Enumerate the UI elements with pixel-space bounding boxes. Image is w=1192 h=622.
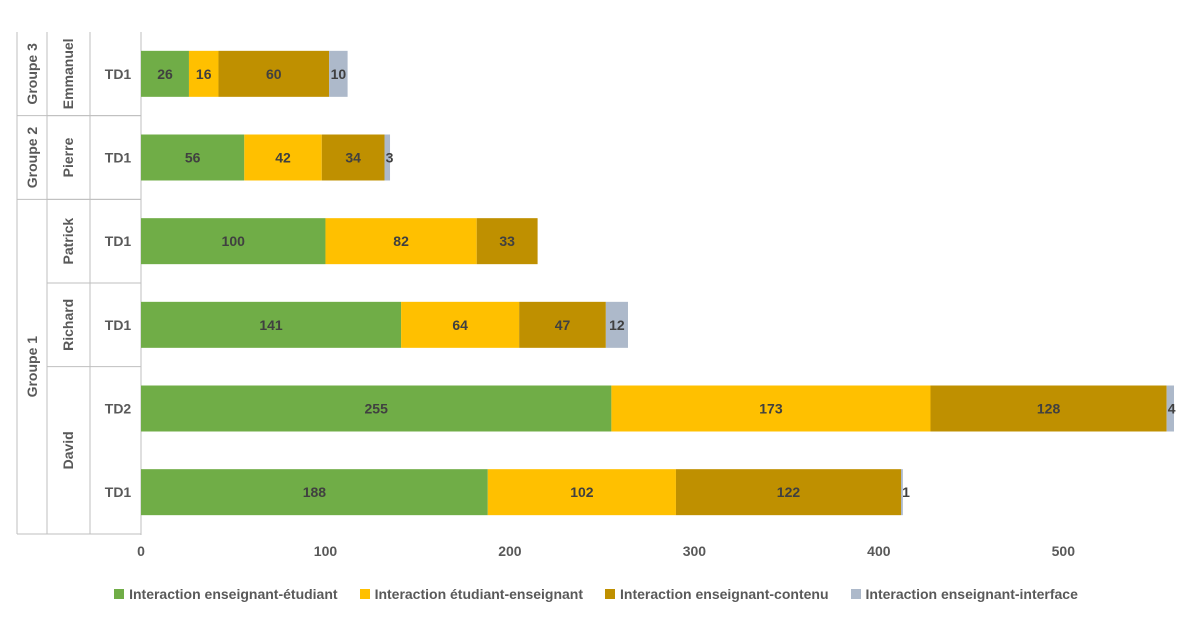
x-tick-label: 400 <box>867 543 891 559</box>
bar-segment <box>930 385 1167 432</box>
teacher-label: David <box>60 431 76 469</box>
data-label: 42 <box>275 150 291 166</box>
data-label: 3 <box>386 150 394 166</box>
teacher-label: Patrick <box>60 218 76 265</box>
session-label: TD1 <box>105 484 132 500</box>
bar-segment <box>244 134 322 181</box>
group-label: Groupe 3 <box>24 43 40 105</box>
bar-segment <box>141 301 402 348</box>
session-label: TD1 <box>105 317 132 333</box>
data-label: 60 <box>266 66 282 82</box>
legend-label: Interaction enseignant-interface <box>865 586 1078 602</box>
group-label: Groupe 2 <box>24 127 40 189</box>
session-label: TD1 <box>105 150 132 166</box>
session-label: TD1 <box>105 233 132 249</box>
bar-segment <box>900 469 903 516</box>
data-label: 12 <box>609 317 625 333</box>
teacher-label: Emmanuel <box>60 38 76 109</box>
bar-segment <box>487 469 676 516</box>
x-tick-label: 100 <box>314 543 338 559</box>
data-label: 173 <box>759 401 783 417</box>
legend-item: Interaction enseignant-étudiant <box>114 586 338 602</box>
data-label: 26 <box>157 66 173 82</box>
data-label: 141 <box>259 317 283 333</box>
session-label: TD2 <box>105 401 132 417</box>
bar-segment <box>401 301 520 348</box>
bar-segment <box>141 50 189 97</box>
data-label: 188 <box>303 484 327 500</box>
teacher-label: Richard <box>60 299 76 351</box>
data-label: 1 <box>902 484 910 500</box>
teacher-label: Pierre <box>60 137 76 177</box>
bar-segment <box>675 469 901 516</box>
data-label: 33 <box>499 233 515 249</box>
legend-item: Interaction enseignant-interface <box>850 586 1078 602</box>
legend-label: Interaction enseignant-contenu <box>620 586 829 602</box>
bar-segment <box>329 50 348 97</box>
bar-segment <box>1166 385 1174 432</box>
bar-segment <box>141 469 488 516</box>
bar-segment <box>218 50 330 97</box>
data-label: 47 <box>555 317 571 333</box>
bar-segment <box>141 134 245 181</box>
data-label: 34 <box>345 150 361 166</box>
x-tick-label: 500 <box>1052 543 1076 559</box>
data-label: 4 <box>1168 401 1176 417</box>
data-label: 102 <box>570 484 594 500</box>
bar-segment <box>476 218 538 265</box>
x-tick-label: 200 <box>498 543 522 559</box>
bar-segment <box>188 50 219 97</box>
legend-item: Interaction étudiant-enseignant <box>359 586 584 602</box>
legend-label: Interaction étudiant-enseignant <box>374 586 584 602</box>
legend-label: Interaction enseignant-étudiant <box>129 586 338 602</box>
bar-segment <box>141 218 326 265</box>
data-label: 16 <box>196 66 212 82</box>
bar-segment <box>321 134 385 181</box>
data-label: 122 <box>777 484 801 500</box>
bar-segment <box>141 385 612 432</box>
session-label: TD1 <box>105 66 132 82</box>
legend-swatch <box>359 589 370 599</box>
bar-segment <box>605 301 628 348</box>
x-tick-label: 0 <box>137 543 145 559</box>
group-label: Groupe 1 <box>24 336 40 398</box>
data-label: 56 <box>185 150 201 166</box>
legend-swatch <box>850 589 861 599</box>
bar-segment <box>611 385 931 432</box>
data-label: 10 <box>331 66 347 82</box>
bar-segment <box>519 301 606 348</box>
x-tick-label: 300 <box>683 543 707 559</box>
legend-swatch <box>114 589 125 599</box>
chart-legend: Interaction enseignant-étudiant Interacti… <box>0 584 1192 604</box>
bar-segment <box>325 218 477 265</box>
data-label: 128 <box>1037 401 1061 417</box>
bar-segment <box>384 134 391 181</box>
legend-item: Interaction enseignant-contenu <box>605 586 829 602</box>
data-label: 64 <box>452 317 468 333</box>
legend-swatch <box>605 589 616 599</box>
data-label: 255 <box>365 401 389 417</box>
data-label: 100 <box>222 233 246 249</box>
data-label: 82 <box>393 233 409 249</box>
